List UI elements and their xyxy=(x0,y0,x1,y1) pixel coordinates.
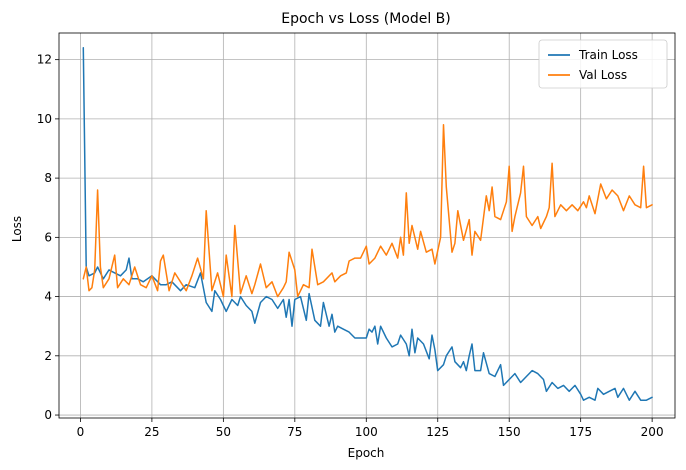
series-line-val-loss xyxy=(82,124,653,298)
y-tick-label: 2 xyxy=(44,349,52,363)
x-tick-label: 50 xyxy=(216,425,231,439)
x-tick-label: 200 xyxy=(641,425,664,439)
plot-area-border xyxy=(58,32,676,419)
x-tick-label: 25 xyxy=(144,425,159,439)
x-tick-label: 75 xyxy=(287,425,302,439)
y-tick-label: 6 xyxy=(44,230,52,244)
x-tick-label: 150 xyxy=(498,425,521,439)
y-tick-label: 10 xyxy=(37,112,52,126)
x-axis-label: Epoch xyxy=(348,446,385,460)
legend-label: Val Loss xyxy=(579,68,627,82)
x-tick-label: 0 xyxy=(77,425,85,439)
x-tick-label: 175 xyxy=(569,425,592,439)
y-axis-label: Loss xyxy=(10,216,24,242)
y-tick-label: 0 xyxy=(44,408,52,422)
legend: Train Loss Val Loss xyxy=(538,39,668,89)
series-line-train-loss xyxy=(82,47,653,401)
series-layer xyxy=(82,47,653,401)
ticks: 0 25 50 75 100 125 150 175 200 0 2 4 6 8 10 12 xyxy=(37,53,664,439)
x-tick-label: 100 xyxy=(355,425,378,439)
legend-box xyxy=(538,39,668,89)
y-tick-label: 4 xyxy=(44,290,52,304)
x-tick-label: 125 xyxy=(426,425,449,439)
legend-label: Train Loss xyxy=(578,48,638,62)
plot-frame xyxy=(58,32,676,419)
grid xyxy=(59,33,675,418)
y-tick-label: 8 xyxy=(44,171,52,185)
y-tick-label: 12 xyxy=(37,53,52,67)
chart-title: Epoch vs Loss (Model B) xyxy=(281,11,451,27)
